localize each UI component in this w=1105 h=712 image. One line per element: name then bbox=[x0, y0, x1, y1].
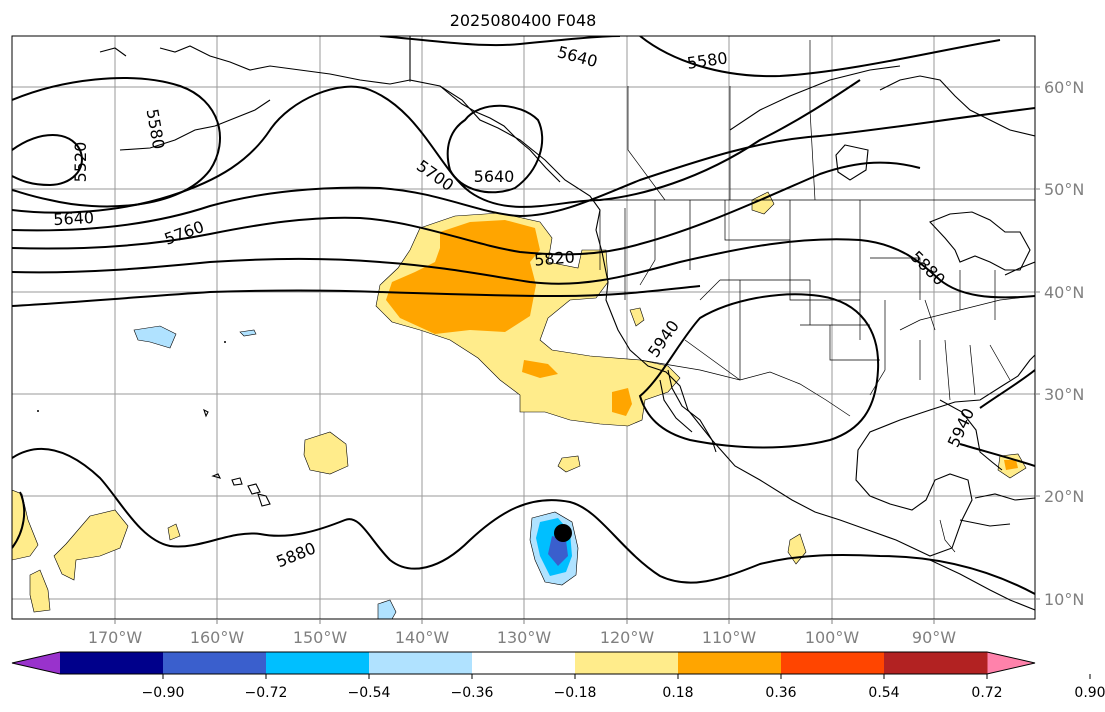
lon-label: 90°W bbox=[912, 628, 956, 647]
colorbar-tick-label: 0.72 bbox=[971, 685, 1002, 701]
florida bbox=[939, 399, 1003, 471]
lat-label: 60°N bbox=[1044, 78, 1084, 97]
colorbar-segment bbox=[884, 652, 988, 674]
lon-label: 170°W bbox=[88, 628, 143, 647]
lat-label: 10°N bbox=[1044, 590, 1084, 609]
alaska-coast bbox=[159, 45, 411, 85]
colorbar-segment bbox=[163, 652, 267, 674]
colorbar-tick-label: 0.18 bbox=[662, 685, 693, 701]
greater-antilles bbox=[974, 493, 1035, 501]
contour-label: 5640 bbox=[53, 208, 95, 229]
colorbar-extend-high bbox=[987, 652, 1035, 674]
longitude-labels: 170°W 160°W 150°W 140°W 130°W 120°W 110°… bbox=[88, 619, 956, 647]
map-panel: 5640 5580 5580 5520 5700 5640 5640 5760 … bbox=[11, 35, 1036, 620]
colorbar-tick-label: −0.90 bbox=[142, 685, 185, 701]
colorbar-tick-label: 0.36 bbox=[765, 685, 796, 701]
colorbar: −0.90 −0.72 −0.54 −0.36 −0.18 0.18 0.36 0.54 0.7… bbox=[11, 651, 1105, 701]
lon-label: 110°W bbox=[702, 628, 757, 647]
lon-label: 150°W bbox=[293, 628, 348, 647]
lon-label: 160°W bbox=[190, 628, 245, 647]
colorbar-extend-low bbox=[12, 652, 60, 674]
colorbar-segment bbox=[266, 652, 370, 674]
map-title: 2025080400 F048 bbox=[450, 11, 597, 30]
contour-label: 5640 bbox=[474, 167, 515, 186]
lon-label: 130°W bbox=[497, 628, 552, 647]
colorbar-tick-label: −0.18 bbox=[554, 685, 597, 701]
great-lakes bbox=[929, 211, 1031, 271]
anomaly-shading bbox=[12, 191, 1027, 619]
lat-label: 30°N bbox=[1044, 385, 1084, 404]
lon-label: 140°W bbox=[395, 628, 450, 647]
colorbar-segment bbox=[472, 652, 576, 674]
contour-label: 5820 bbox=[533, 247, 575, 269]
contour-label: 5520 bbox=[71, 142, 90, 183]
height-contours bbox=[12, 36, 1035, 595]
cyclone-center-marker bbox=[554, 524, 572, 542]
colorbar-tick-label: −0.54 bbox=[348, 685, 391, 701]
colorbar-segment bbox=[575, 652, 679, 674]
north-america-coast bbox=[409, 36, 1035, 557]
baja-california bbox=[667, 369, 717, 453]
lat-label: 20°N bbox=[1044, 487, 1084, 506]
colorbar-segment bbox=[369, 652, 473, 674]
lat-label: 40°N bbox=[1044, 283, 1084, 302]
political-borders bbox=[409, 36, 1035, 553]
lon-label: 100°W bbox=[805, 628, 860, 647]
hudson-bay bbox=[835, 144, 869, 181]
colorbar-segment bbox=[781, 652, 885, 674]
colorbar-tick-label: 0.54 bbox=[868, 685, 899, 701]
lat-label: 50°N bbox=[1044, 180, 1084, 199]
colorbar-tick-label: −0.72 bbox=[245, 685, 288, 701]
colorbar-tick-label: −0.36 bbox=[451, 685, 494, 701]
colorbar-segment bbox=[60, 652, 164, 674]
lon-label: 120°W bbox=[600, 628, 655, 647]
colorbar-tick-label: 0.90 bbox=[1074, 685, 1105, 701]
colorbar-segment bbox=[678, 652, 782, 674]
latitude-labels: 60°N 50°N 40°N 30°N 20°N 10°N bbox=[1035, 78, 1084, 609]
graticule bbox=[12, 36, 1035, 619]
